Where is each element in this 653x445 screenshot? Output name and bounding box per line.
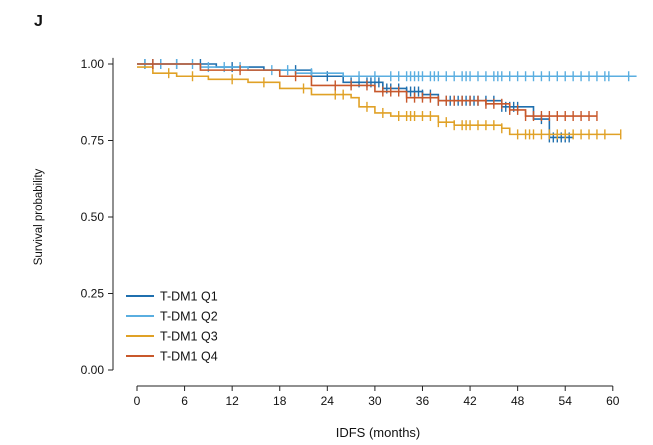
x-tick-label: 60 — [606, 394, 620, 408]
legend-label: T-DM1 Q2 — [160, 310, 218, 324]
km-line — [137, 63, 574, 139]
km-line — [137, 66, 621, 136]
x-axis-label: IDFS (months) — [336, 425, 421, 440]
series-t-dm1-q3 — [137, 66, 622, 140]
x-tick-label: 54 — [559, 394, 573, 408]
series-t-dm1-q4 — [137, 59, 598, 122]
survival-curves — [137, 59, 637, 143]
x-tick-label: 6 — [181, 394, 188, 408]
panel-label: J — [34, 13, 43, 30]
legend-label: T-DM1 Q1 — [160, 290, 218, 304]
x-tick-label: 24 — [321, 394, 335, 408]
y-tick-label: 0.75 — [81, 134, 105, 148]
y-tick-label: 1.00 — [81, 57, 105, 71]
x-tick-label: 18 — [273, 394, 287, 408]
legend: T-DM1 Q1 T-DM1 Q2 T-DM1 Q3 T-DM1 Q4 — [126, 290, 218, 364]
y-tick-label: 0.00 — [81, 363, 105, 377]
legend-label: T-DM1 Q4 — [160, 350, 218, 364]
legend-label: T-DM1 Q3 — [160, 330, 218, 344]
x-tick-label: 36 — [416, 394, 430, 408]
x-tick-label: 30 — [368, 394, 382, 408]
y-axis-label: Survival probability — [33, 168, 45, 265]
x-tick-label: 12 — [225, 394, 239, 408]
x-tick-label: 48 — [511, 394, 525, 408]
x-tick-label: 42 — [463, 394, 477, 408]
y-tick-label: 0.50 — [81, 210, 105, 224]
series-t-dm1-q1 — [137, 59, 574, 143]
y-tick-label: 0.25 — [81, 287, 105, 301]
x-tick-label: 0 — [134, 394, 141, 408]
axes: 0.00 0.25 0.50 0.75 1.00 0 6 12 18 24 30 36 42 48 54 60 — [81, 57, 620, 408]
